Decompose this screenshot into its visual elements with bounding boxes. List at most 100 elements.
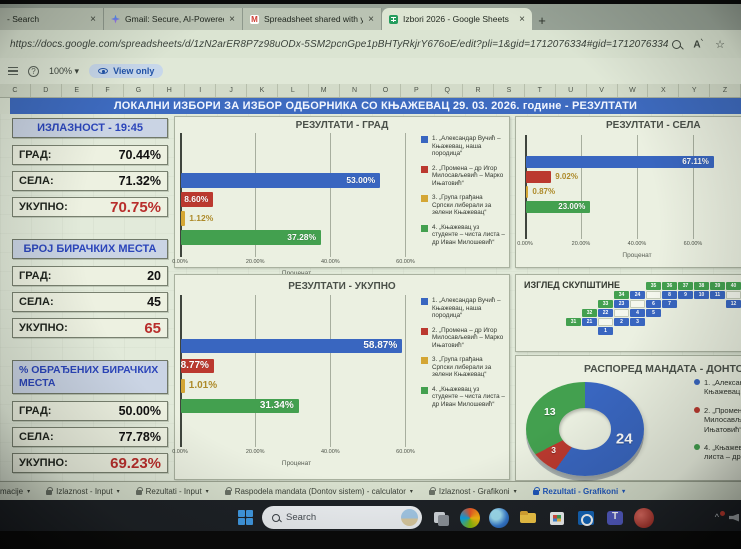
legend-swatch: [421, 357, 428, 365]
parliament-seat: 7: [662, 300, 677, 308]
view-only-label: View only: [113, 66, 155, 76]
legend-item: 2. „Промена – др Игор Милосављевић – Мар…: [421, 327, 505, 350]
explorer-icon[interactable]: [518, 508, 538, 528]
legend-label: 3. „Група грађана Српски либерали за зел…: [432, 356, 492, 379]
stat-label: УКУПНО:: [19, 201, 68, 213]
tab-title: Izbori 2026 - Google Sheets: [403, 14, 509, 24]
chart-legend: 1. „Александар Вучић – Књажевац, наша по…: [421, 135, 505, 247]
browser-tab[interactable]: Izbori 2026 - Google Sheets ×: [382, 8, 532, 30]
parliament-seatmap[interactable]: ИЗГЛЕД СКУПШТИНЕ 35 36 37 38 39 40 34 24 8 9 10 11 33…: [515, 274, 741, 352]
column-header: W: [618, 84, 649, 97]
zoom-select[interactable]: 100% ▾: [49, 65, 80, 76]
sheet-tab[interactable]: Rezultati - Input ▾: [135, 486, 209, 496]
browser-tab[interactable]: Gmail: Secure, AI-Powered Email | ×: [104, 8, 243, 30]
tab-close-icon[interactable]: ×: [368, 13, 374, 25]
column-header: D: [31, 84, 62, 97]
parliament-seat: [726, 291, 741, 299]
parliament-seat: 4: [630, 309, 645, 317]
taskbar-search[interactable]: Search: [262, 506, 422, 529]
stat-label: ГРАД:: [19, 270, 52, 282]
sheet-tab[interactable]: Izlaznost - Input ▾: [46, 486, 120, 496]
legend-swatch: [421, 298, 428, 305]
donut-slice-label: 24: [615, 430, 633, 448]
copilot-icon[interactable]: [460, 507, 480, 528]
help-icon[interactable]: ?: [28, 65, 39, 77]
x-tick-label: 20.00%: [245, 449, 265, 455]
taskview-icon[interactable]: [431, 508, 451, 528]
tab-close-icon[interactable]: ×: [519, 13, 525, 25]
sheet-tab-label: Izlaznost - Grafikoni: [438, 486, 510, 496]
sheet-tab-label: Informacije: [0, 486, 24, 496]
parliament-seat: 9: [678, 291, 693, 299]
x-tick-label: 20.00%: [245, 259, 265, 265]
stat-label: УКУПНО:: [19, 457, 68, 470]
speaker-icon[interactable]: [729, 513, 739, 522]
stat-row: СЕЛА: 77.78%: [12, 427, 168, 448]
zoom-search-icon[interactable]: [672, 39, 682, 49]
legend-item: 4. „Књажевац уз студенте – чиста листа –…: [421, 386, 505, 409]
column-header: N: [340, 84, 371, 97]
chart-sela[interactable]: РЕЗУЛТАТИ - СЕЛА 67.11% 9.02% 0.87% 23.00% 0.…: [515, 116, 741, 268]
menu-icon[interactable]: [8, 67, 18, 75]
stat-row: ГРАД: 50.00%: [12, 401, 168, 422]
stat-label: СЕЛА:: [19, 431, 54, 444]
x-tick-label: 20.00%: [571, 241, 591, 247]
teams-icon[interactable]: [605, 508, 625, 528]
plot-area: 67.11% 9.02% 0.87% 23.00%: [525, 135, 741, 239]
sheet-tab[interactable]: Rezultati - Grafikoni ▾: [532, 486, 625, 496]
legend-item: 3. „Група грађана Српски либерали за зел…: [421, 356, 505, 379]
read-aloud-icon[interactable]: Aᐠ: [693, 38, 704, 51]
store-icon[interactable]: [547, 508, 567, 528]
bar-segment: [181, 339, 403, 353]
legend-swatch: [421, 327, 428, 335]
y-axis-line: [180, 133, 182, 257]
mandates-legend-item: 1. „Александар Вучић – Књажевац, наша по…: [694, 378, 741, 397]
bar-value-label: 0.87%: [532, 187, 556, 196]
sheet-tab[interactable]: Izlaznost - Grafikoni ▾: [428, 486, 517, 496]
view-only-chip[interactable]: View only: [89, 64, 164, 78]
gridline: [405, 133, 407, 257]
start-button[interactable]: [238, 510, 253, 525]
chart-legend: 1. „Александар Вучић – Књажевац, наша по…: [421, 297, 505, 409]
x-tick-label: 60.00%: [396, 259, 415, 265]
bar-segment: [526, 186, 529, 198]
stat-label: ГРАД:: [19, 405, 52, 418]
sheet-tab[interactable]: Raspodela mandata (Dontov sistem) - calc…: [224, 486, 413, 496]
new-tab-button[interactable]: +: [538, 12, 546, 28]
sheets-icon: [389, 14, 398, 24]
url-text[interactable]: https://docs.google.com/spreadsheets/d/1…: [10, 38, 669, 50]
chart-grad[interactable]: РЕЗУЛТАТИ - ГРАД 53.00% 8.60% 1.12% 37.28% 0.…: [172, 116, 510, 277]
tab-close-icon[interactable]: ×: [90, 13, 96, 25]
column-header: E: [62, 84, 93, 97]
bar-segment: [181, 173, 381, 188]
outlook-icon[interactable]: [576, 508, 596, 528]
bar-segment: [181, 211, 186, 226]
parliament-seat: 23: [614, 300, 629, 308]
sheet-tab[interactable]: Informacije▾: [0, 487, 30, 496]
stat-value: 65: [144, 319, 161, 337]
lock-icon: [532, 486, 540, 495]
mandates-chart[interactable]: РАСПОРЕД МАНДАТА - ДОНТОВ СИСТЕМ 24 3 13 1. …: [515, 355, 741, 481]
legend-dot: [694, 379, 700, 385]
browser-tab[interactable]: Spreadsheet shared with you: 'Izb ×: [243, 8, 382, 30]
parliament-seat: 31: [566, 318, 581, 326]
browser-tab[interactable]: - Search ×: [0, 8, 104, 30]
gmail-icon: [250, 14, 259, 24]
bar-segment: [181, 359, 214, 373]
parliament-seat: [614, 309, 629, 317]
parliament-seat: [646, 291, 661, 299]
chart-ukupno[interactable]: РЕЗУЛТАТИ - УКУПНО 58.87% 8.77% 1.01% 31.34%…: [172, 274, 510, 480]
hidden-icons-chevron[interactable]: ^: [714, 511, 719, 522]
favorite-star-icon[interactable]: ☆: [715, 38, 725, 51]
bar-value-label: 53.00%: [346, 175, 376, 185]
edge-icon[interactable]: [489, 507, 509, 531]
stat-panel: ИЗЛАЗНОСТ - 19:45 ГРАД: 70.44% СЕЛА: 71.32% У…: [12, 118, 168, 217]
column-header: O: [371, 84, 402, 97]
redapp-icon[interactable]: [634, 507, 654, 528]
tab-close-icon[interactable]: ×: [229, 13, 235, 25]
address-bar[interactable]: https://docs.google.com/spreadsheets/d/1…: [0, 30, 741, 58]
bar-value-label: 58.87%: [363, 340, 398, 351]
search-label: Search: [286, 512, 317, 523]
column-header: H: [154, 84, 186, 97]
